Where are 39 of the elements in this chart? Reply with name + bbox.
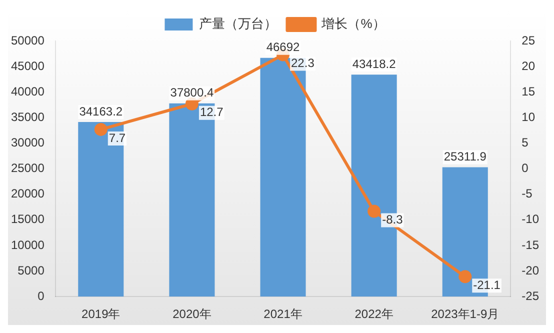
y-tick-label: 10000 (10, 238, 45, 252)
y2-tick-label: 25 (522, 33, 536, 48)
legend-label: 增长（%） (320, 16, 386, 32)
y2-tick-label: -5 (522, 186, 533, 201)
data-label: 12.7 (200, 105, 224, 120)
data-label: 46692 (266, 40, 300, 54)
y2-tick-label: -20 (522, 263, 540, 278)
x-tick-label: 2019年 (82, 307, 120, 322)
y2-tick-label: -10 (522, 212, 540, 226)
y-tick-label: 40000 (10, 84, 45, 98)
data-label: 34163.2 (79, 104, 123, 118)
y2-tick-label: -15 (522, 238, 540, 252)
data-label: -21.1 (473, 278, 501, 292)
x-tick-label: 2020年 (172, 307, 212, 322)
data-label: 22.3 (291, 56, 315, 70)
y2-tick-label: 0 (522, 161, 529, 176)
y-tick-label: 45000 (10, 58, 45, 73)
y2-tick-label: 5 (522, 136, 529, 150)
y-tick-label: 30000 (10, 136, 45, 150)
y-tick-label: 50000 (10, 33, 45, 48)
y-tick-label: 35000 (10, 110, 45, 124)
y-tick-label: 20000 (10, 186, 45, 201)
data-label: 7.7 (108, 130, 126, 145)
y2-tick-label: 15 (522, 84, 536, 98)
y-tick-label: 0 (38, 288, 45, 303)
data-label: -8.3 (382, 212, 404, 227)
y-tick-label: 5000 (18, 263, 45, 278)
y-tick-label: 15000 (10, 212, 45, 226)
x-tick-label: 2023年1-9月 (431, 307, 500, 322)
data-label: 43418.2 (352, 56, 396, 71)
y2-tick-label: 20 (522, 58, 536, 73)
y2-tick-label: 10 (522, 110, 536, 124)
data-label: 25311.9 (444, 150, 487, 164)
legend-label: 产量（万台） (199, 16, 278, 32)
x-tick-label: 2022年 (354, 307, 394, 322)
data-label: 37800.4 (170, 86, 214, 100)
x-tick-label: 2021年 (264, 307, 302, 322)
y2-tick-label: -25 (522, 288, 540, 303)
y-tick-label: 25000 (10, 161, 45, 176)
